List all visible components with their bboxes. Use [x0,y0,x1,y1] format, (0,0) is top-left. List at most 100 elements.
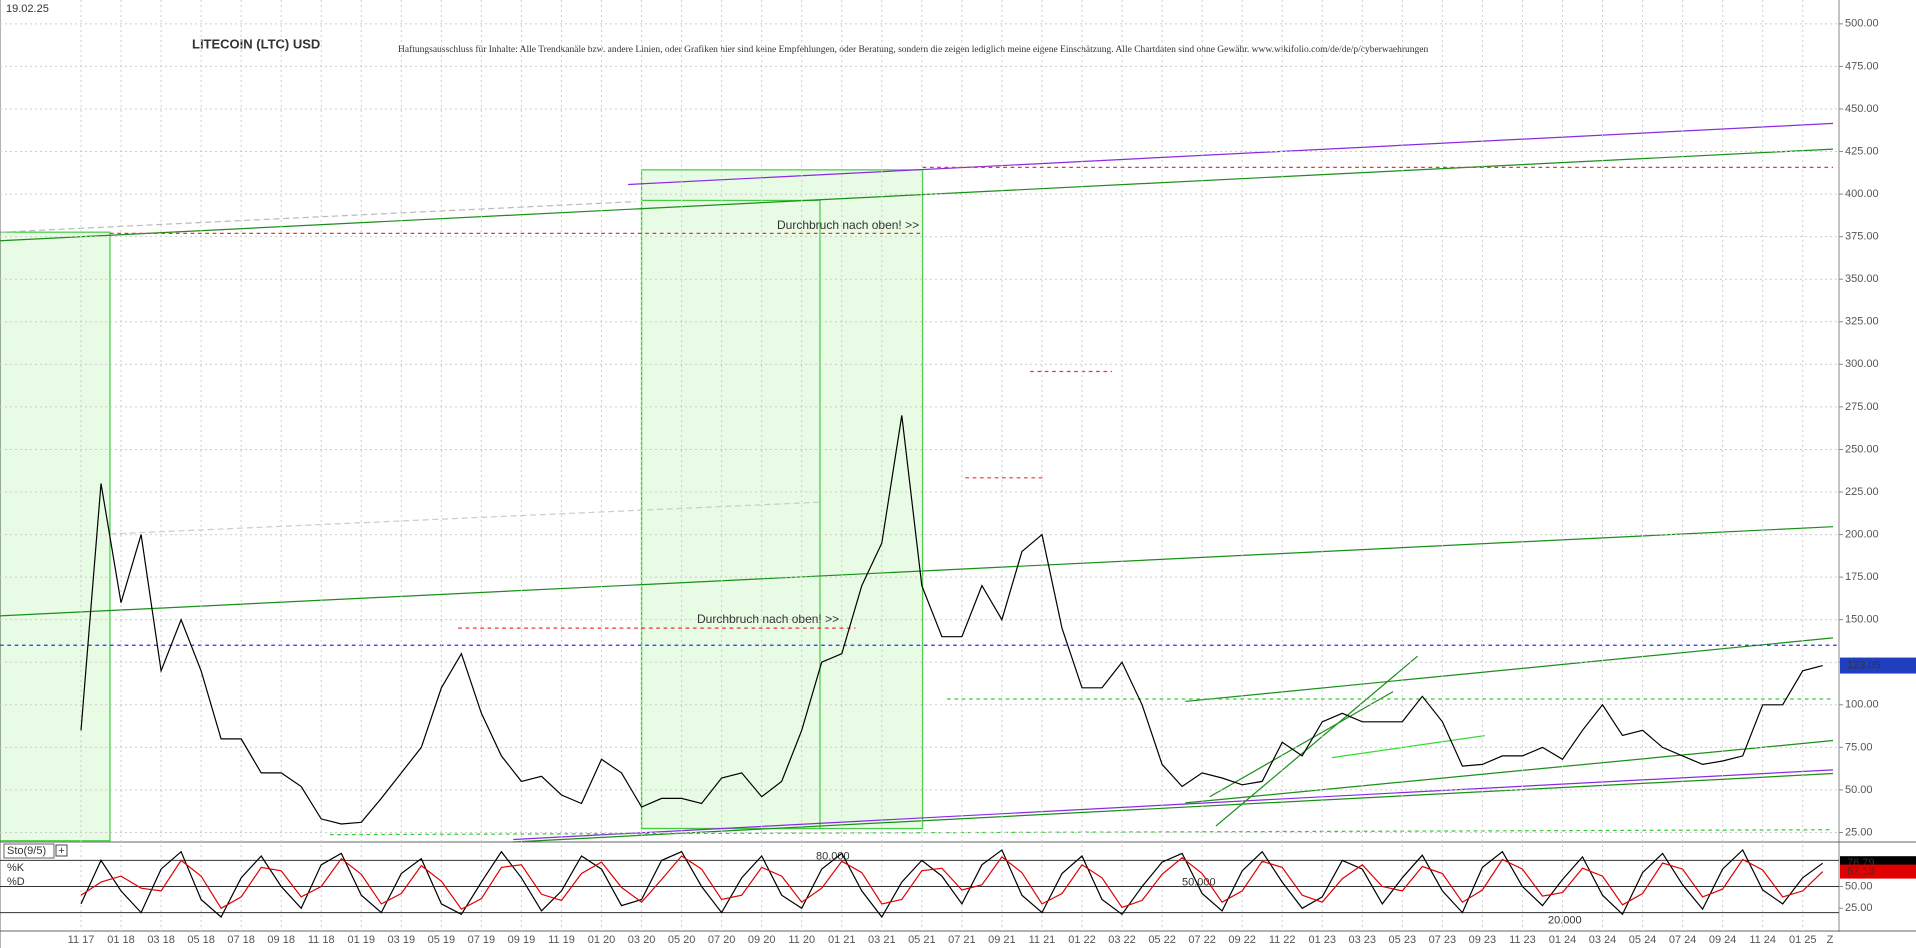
chart-title: LITECOIN (LTC) USD [192,36,320,51]
x-tick-label: 03 22 [1108,934,1136,946]
y-tick-label: 400.00 [1845,188,1879,200]
x-tick-label: 09 23 [1469,934,1497,946]
level-label: 20.000 [1548,915,1582,927]
x-tick-label: 05 21 [908,934,936,946]
expand-icon[interactable]: + [58,845,64,857]
x-tick-label: 11 23 [1509,934,1536,946]
trend-line [109,501,819,535]
x-tick-label: 11 19 [548,934,575,946]
x-tick-label: 01 24 [1549,934,1577,946]
x-tick-label: 01 21 [828,934,856,946]
x-tick-label: 05 20 [668,934,696,946]
trend-line [513,772,1834,843]
x-tick-label: 03 23 [1349,934,1377,946]
y-tick-label: 375.00 [1845,231,1879,243]
trend-line [1185,637,1834,703]
x-tick-label: 01 18 [107,934,135,946]
x-tick-label: 07 20 [708,934,736,946]
x-tick-label: 05 22 [1148,934,1176,946]
x-tick-label: 09 22 [1228,934,1256,946]
line-series [80,855,1824,910]
indicator-box [3,843,55,859]
annotation: Durchbruch nach oben! >> [697,612,839,626]
y-tick-label: 350.00 [1845,273,1879,285]
y-tick-label: 425.00 [1845,145,1879,157]
trend-line [628,122,1834,186]
annotation: Durchbruch nach oben! >> [777,218,919,232]
highlight-box [640,169,924,830]
x-tick-label: 01 22 [1068,934,1096,946]
x-tick-label: 11 18 [308,934,335,946]
y-tick-label: 475.00 [1845,60,1879,72]
line-series [80,849,1824,919]
y-tick-label: 275.00 [1845,401,1879,413]
last-value-tag [1840,864,1916,879]
x-tick-label: 07 23 [1429,934,1457,946]
x-tick-label: 03 18 [147,934,175,946]
x-tick-label: 05 23 [1389,934,1417,946]
y-tick-label: 25.00 [1845,902,1873,914]
x-tick-label: 03 19 [388,934,416,946]
x-tick-label: 09 24 [1709,934,1737,946]
x-tick-label: 11 21 [1029,934,1056,946]
x-tick-label: 09 21 [988,934,1016,946]
trend-line [1185,739,1834,804]
y-tick-label: 200.00 [1845,528,1879,540]
level-label: 50.000 [1182,876,1216,888]
y-tick-label: 25.00 [1845,826,1873,838]
trend-line [0,148,1834,242]
x-tick-label: 07 24 [1669,934,1697,946]
last-value-label: 67.13 [1847,866,1875,878]
trend-line [1209,691,1394,798]
y-tick-label: 50.00 [1845,880,1873,892]
legend-entry: %D [7,876,25,888]
x-tick-label: 05 24 [1629,934,1657,946]
x-tick-label: 07 22 [1188,934,1216,946]
x-tick-label: 01 20 [588,934,616,946]
x-tick-label: 07 18 [227,934,255,946]
x-tick-label: 05 18 [187,934,215,946]
y-tick-label: 150.00 [1845,614,1879,626]
x-tick-label: 03 20 [628,934,656,946]
highlight-box [0,231,111,842]
y-tick-label: 450.00 [1845,103,1879,115]
trend-line [513,769,1834,841]
trend-line [0,201,636,233]
last-value-tag [1840,657,1916,674]
y-tick-label: 300.00 [1845,358,1879,370]
x-tick-label: 01 19 [348,934,376,946]
x-tick-label: 01 25 [1789,934,1817,946]
last-value-label: 123.05 [1847,659,1881,671]
y-tick-label: 75.00 [1845,741,1873,753]
level-line [329,829,1834,836]
x-tick-label: 09 19 [508,934,536,946]
trend-line [1331,735,1485,759]
y-tick-label: 325.00 [1845,316,1879,328]
x-tick-label: 11 17 [68,934,95,946]
date-label: 19.02.25 [6,3,49,15]
line-series [80,415,1823,825]
x-tick-label: 05 19 [428,934,456,946]
trend-line [0,526,1834,617]
x-tick-label: 03 24 [1589,934,1617,946]
x-tick-label: 09 20 [748,934,776,946]
x-tick-label: 11 20 [788,934,815,946]
y-tick-label: 250.00 [1845,443,1879,455]
x-end-label: Z [1827,934,1834,946]
expand-button[interactable] [55,844,68,857]
y-tick-label: 175.00 [1845,571,1879,583]
x-tick-label: 11 24 [1749,934,1776,946]
legend-entry: %K [7,862,25,874]
trend-line [1215,655,1418,827]
disclaimer: Haftungsausschluss für Inhalte: Alle Tre… [398,44,1429,55]
indicator-title: Sto(9/5) [7,845,46,857]
x-tick-label: 03 21 [868,934,896,946]
x-tick-label: 09 18 [267,934,295,946]
x-tick-label: 11 22 [1269,934,1296,946]
y-tick-label: 225.00 [1845,486,1879,498]
x-tick-label: 01 23 [1308,934,1336,946]
x-tick-label: 07 21 [948,934,976,946]
y-tick-label: 500.00 [1845,18,1879,30]
